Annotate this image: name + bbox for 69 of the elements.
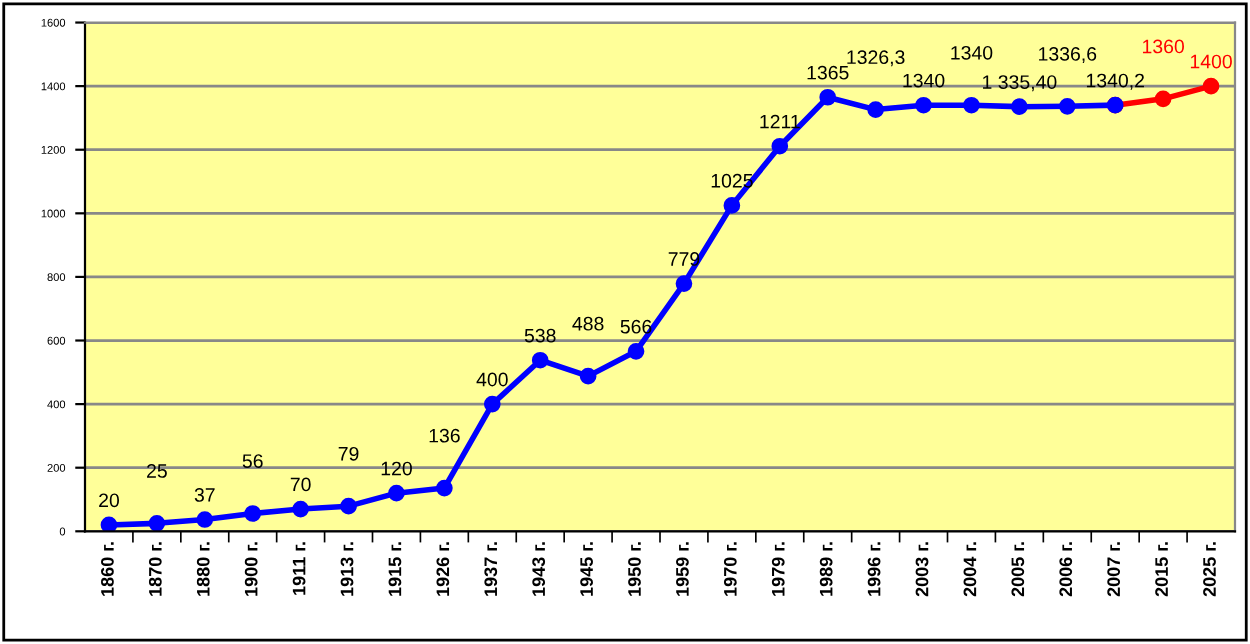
point (531, 351, 549, 369)
x-tick-label: 2003 г. (915, 542, 929, 597)
point (483, 395, 501, 413)
data-label: 136 (429, 428, 460, 443)
data-label: 120 (381, 461, 412, 476)
x-tick-label: 1989 г. (819, 542, 833, 596)
data-label: 538 (524, 328, 556, 343)
point (771, 137, 789, 155)
data-label: 70 (290, 477, 311, 492)
point (579, 367, 597, 385)
data-label: 56 (242, 454, 263, 468)
point (244, 505, 262, 522)
data-label: 1340 (903, 73, 945, 88)
data-label: 25 (147, 464, 167, 478)
point (627, 342, 645, 360)
point (292, 500, 309, 518)
x-tick-label: 1913 г. (340, 542, 354, 596)
x-tick-label: 1996 г. (867, 542, 881, 596)
x-tick-label: 2006 г. (1059, 542, 1073, 597)
x-tick-label: 2015 г. (1155, 542, 1168, 597)
x-tick-label: 1926 г. (436, 542, 450, 596)
point (915, 96, 932, 114)
data-label: 1400 (1190, 54, 1232, 69)
data-label: 1 335,40 (983, 75, 1057, 92)
point (1011, 98, 1028, 116)
data-label: 400 (476, 372, 508, 387)
data-label: 37 (194, 488, 215, 502)
data-label: 79 (338, 446, 359, 461)
data-label: 1211 (760, 114, 800, 129)
point (436, 479, 453, 497)
x-tick-label: 1950 г. (628, 542, 641, 596)
data-label: 1340,2 (1086, 73, 1144, 90)
x-tick-label: 1900 г. (244, 542, 258, 596)
point (388, 484, 405, 502)
data-label: 488 (572, 316, 604, 331)
x-tick-label: 1915 г. (388, 542, 402, 596)
x-tick-label: 2007 г. (1107, 542, 1121, 597)
data-label: 566 (620, 319, 652, 334)
x-tick-label: 1937 г. (484, 542, 498, 596)
point (340, 497, 357, 515)
point (819, 88, 837, 106)
x-tick-label: 1945 г. (580, 542, 593, 596)
x-tick-label: 2005 г. (1011, 542, 1025, 597)
point (963, 96, 980, 114)
data-label: 1360 (1142, 39, 1184, 54)
x-tick-label: 1880 г. (196, 542, 210, 596)
x-tick-label: 2025 г. (1203, 542, 1216, 597)
data-label: 1336,6 (1039, 47, 1097, 64)
x-tick-label: 1943 г. (532, 542, 546, 596)
point (148, 515, 166, 532)
point (1154, 90, 1172, 108)
point (675, 275, 693, 292)
point (1202, 77, 1220, 95)
x-tick-label: 1860 г. (101, 542, 114, 596)
x-tick-label: 1979 г. (771, 542, 785, 596)
point (867, 101, 884, 118)
x-tick-label: 1870 г. (148, 542, 162, 596)
data-label: 20 (99, 493, 120, 508)
x-tick-label: 1970 г. (723, 542, 737, 596)
x-tick-label: 1959 г. (676, 542, 689, 596)
point (1058, 97, 1076, 115)
data-label: 1365 (807, 65, 849, 80)
data-label: 1340 (951, 45, 993, 60)
data-label: 1326,3 (847, 50, 905, 67)
point (196, 511, 214, 528)
point (723, 197, 741, 214)
x-tick-label: 2004 г. (963, 542, 977, 597)
x-tick-label: 1911 г. (292, 542, 306, 595)
point (100, 516, 118, 532)
